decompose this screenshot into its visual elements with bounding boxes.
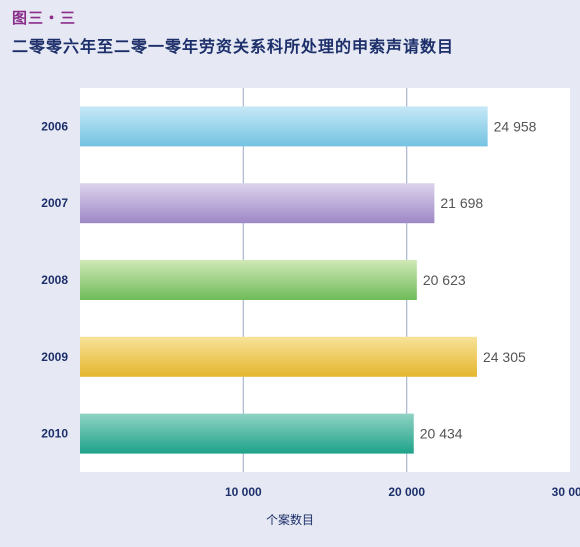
x-tick-label: 30 000	[552, 485, 580, 499]
bar-2007	[80, 183, 435, 224]
data-label: 24 958	[494, 118, 537, 134]
y-tick-label: 2008	[41, 273, 68, 287]
x-axis-title: 个案数目	[266, 512, 314, 527]
x-tick-label: 20 000	[388, 485, 425, 499]
y-tick-label: 2009	[41, 350, 68, 364]
chart-title: 二零零六年至二零一零年劳资关系科所处理的申索声请数目	[12, 39, 455, 56]
y-tick-label: 2007	[41, 196, 68, 210]
bar-2006	[80, 106, 488, 147]
y-tick-label: 2006	[41, 119, 68, 133]
bar-2010	[80, 413, 414, 454]
data-label: 24 305	[483, 349, 526, 365]
data-label: 20 434	[420, 426, 463, 442]
y-tick-label: 2010	[41, 427, 68, 441]
bar-2009	[80, 336, 477, 377]
data-label: 20 623	[423, 272, 466, 288]
x-tick-label: 10 000	[225, 485, 262, 499]
bar-2008	[80, 260, 417, 300]
figure-label: 图三・三	[12, 10, 77, 27]
data-label: 21 698	[440, 195, 483, 211]
